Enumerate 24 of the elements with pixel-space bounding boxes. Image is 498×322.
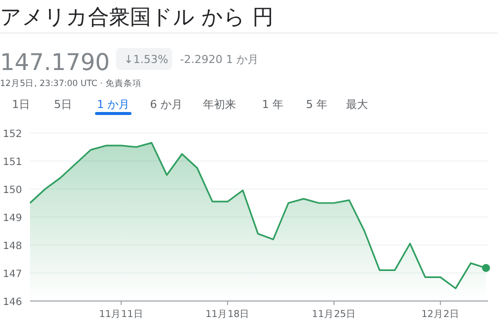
annotation: 1 年 [262, 98, 284, 111]
y-tick-label: 146 [2, 297, 22, 308]
title: アメリカ合衆国ドル から 円 [0, 5, 274, 29]
annotation: 147.1790 [0, 50, 110, 76]
y-tick-label: 149 [2, 213, 22, 224]
annotation: -2.2920 1 か月 [180, 53, 258, 66]
y-tick-label: 148 [2, 241, 22, 252]
annotation: 5日 [54, 98, 72, 111]
x-tick-label: 12月2日 [421, 309, 460, 320]
annotation: 1 か月 [97, 98, 130, 111]
annotation: 最大 [346, 98, 368, 111]
x-tick-label: 11月18日 [206, 309, 250, 320]
annotation: ↓1.53% [124, 53, 168, 66]
annotation: 6 か月 [150, 98, 182, 111]
x-tick-label: 11月25日 [312, 309, 356, 320]
y-tick-label: 150 [2, 185, 22, 196]
annotation: 1日 [12, 98, 30, 111]
annotation: 12月5日, 23:37:00 UTC · 免責条項 [0, 79, 142, 89]
y-tick-label: 152 [2, 129, 22, 140]
y-tick-label: 151 [2, 157, 22, 168]
x-tick-label: 11月11日 [99, 309, 144, 320]
y-tick-label: 147 [2, 269, 22, 280]
annotation: 5 年 [306, 98, 328, 111]
annotation: 年初来 [203, 98, 236, 111]
